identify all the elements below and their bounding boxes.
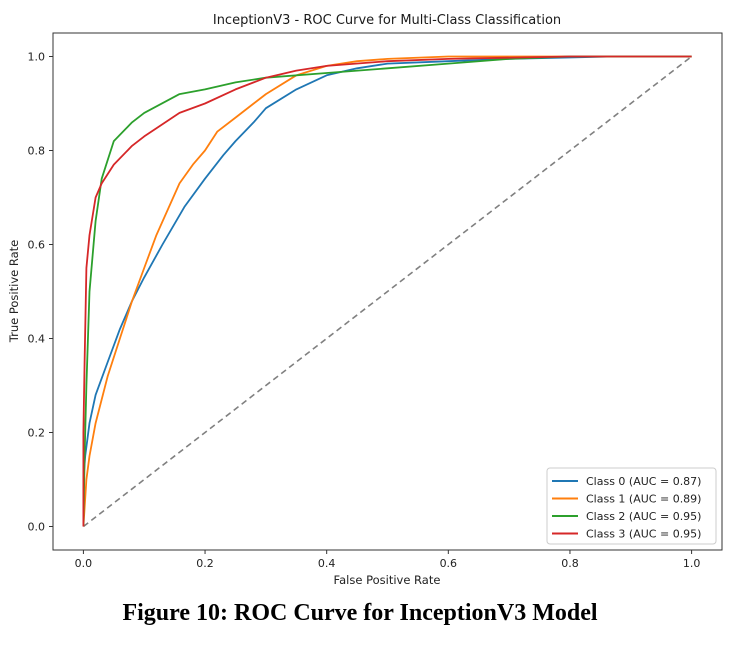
x-axis-label: False Positive Rate: [334, 573, 441, 587]
y-tick-label: 0.4: [28, 333, 46, 346]
diagonal-reference-line: [82, 55, 693, 528]
legend-box: [546, 467, 717, 545]
roc-curve-class-1: [82, 55, 692, 527]
legend: Class 0 (AUC = 0.87) Class 1 (AUC = 0.89)…: [546, 467, 717, 545]
y-tick-label: 0.6: [28, 239, 46, 252]
x-tick-label: 0.0: [75, 557, 93, 570]
x-tick-label: 0.4: [318, 557, 336, 570]
roc-curve-class-3: [82, 55, 692, 527]
legend-label-class-1: Class 1 (AUC = 0.89): [586, 493, 701, 506]
x-tick-label: 0.6: [440, 557, 458, 570]
y-tick-label: 0.8: [28, 145, 46, 158]
x-tick-label: 0.8: [561, 557, 579, 570]
roc-chart: InceptionV3 - ROC Curve for Multi-Class …: [7, 13, 723, 587]
figure-caption: Figure 10: ROC Curve for InceptionV3 Mod…: [122, 600, 598, 626]
y-axis-label: True Positive Rate: [7, 240, 21, 343]
y-tick-label: 1.0: [28, 51, 46, 64]
legend-label-class-3: Class 3 (AUC = 0.95): [586, 528, 701, 541]
x-tick-label: 1.0: [683, 557, 701, 570]
curves-layer: [82, 55, 693, 528]
x-tick-label: 0.2: [196, 557, 214, 570]
roc-curve-class-2: [82, 55, 692, 527]
legend-label-class-2: Class 2 (AUC = 0.95): [586, 510, 701, 523]
x-axis-ticks: 0.0 0.2 0.4 0.6 0.8 1.0: [75, 550, 701, 570]
legend-label-class-0: Class 0 (AUC = 0.87): [586, 475, 701, 488]
y-tick-label: 0.0: [28, 521, 46, 534]
y-tick-label: 0.2: [28, 427, 46, 440]
roc-curve-class-0: [82, 55, 692, 527]
chart-title: InceptionV3 - ROC Curve for Multi-Class …: [213, 13, 561, 28]
y-axis-ticks: 0.0 0.2 0.4 0.6 0.8 1.0: [28, 51, 53, 534]
